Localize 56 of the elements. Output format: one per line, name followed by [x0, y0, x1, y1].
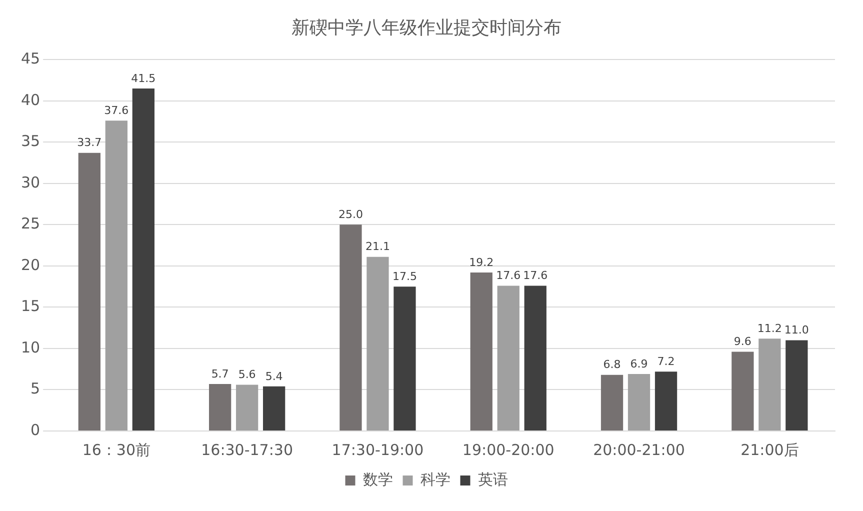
legend-label: 英语 — [478, 470, 508, 488]
y-tick-label: 20 — [20, 256, 40, 274]
y-tick-label: 40 — [20, 90, 40, 109]
x-tick-label: 16:30-17:30 — [201, 440, 294, 459]
y-tick-label: 5 — [30, 380, 40, 398]
text: 5.4 — [265, 370, 283, 383]
bar — [732, 352, 754, 430]
text: 41.5 — [131, 72, 156, 85]
y-tick-label: 35 — [20, 132, 40, 150]
text: 5.7 — [211, 367, 229, 380]
bar — [628, 374, 650, 430]
y-tick-label: 10 — [20, 338, 40, 356]
bar — [262, 386, 286, 430]
bar — [132, 88, 154, 430]
y-tick-label: 45 — [20, 49, 40, 68]
bar — [340, 224, 362, 430]
text: 6.8 — [603, 358, 621, 372]
text: 11.2 — [757, 322, 782, 335]
x-tick-label: 17:30-19:00 — [332, 440, 424, 459]
text: 17.6 — [496, 269, 521, 282]
text: 25.0 — [338, 208, 363, 222]
bar — [394, 286, 416, 430]
text: 11.0 — [784, 324, 809, 337]
text: 17.5 — [392, 270, 417, 283]
text: 9.6 — [734, 335, 752, 348]
y-tick-label: 30 — [20, 173, 40, 192]
text: 19.2 — [469, 256, 494, 269]
x-tick-label: 19:00-20:00 — [462, 440, 554, 459]
bar — [758, 338, 781, 430]
text: 5.6 — [238, 368, 256, 382]
bar — [105, 120, 128, 430]
x-tick-label: 16：30前 — [82, 440, 151, 459]
text: 37.6 — [104, 104, 129, 118]
bar — [470, 272, 492, 430]
x-tick-label: 21:00后 — [740, 440, 799, 459]
text: 6.9 — [630, 357, 648, 370]
bar — [600, 374, 624, 430]
bar — [208, 384, 232, 430]
x-tick-label: 20:00-21:00 — [593, 440, 685, 459]
y-tick-label: 15 — [20, 297, 40, 316]
bar — [366, 256, 389, 430]
y-tick-label: 0 — [30, 420, 40, 439]
text: 33.7 — [77, 136, 102, 150]
bar — [786, 340, 808, 430]
text: 21.1 — [365, 240, 390, 254]
bar — [654, 372, 678, 430]
text: 17.6 — [523, 269, 548, 282]
chart-title: 新碶中学八年级作业提交时间分布 — [292, 17, 562, 38]
text: 7.2 — [657, 354, 675, 368]
bar — [524, 286, 546, 430]
legend-label: 数学 — [362, 470, 393, 488]
legend-label: 科学 — [420, 470, 450, 488]
y-tick-label: 25 — [20, 214, 40, 233]
bar — [497, 286, 520, 430]
bar — [78, 152, 100, 430]
bar — [236, 384, 258, 430]
